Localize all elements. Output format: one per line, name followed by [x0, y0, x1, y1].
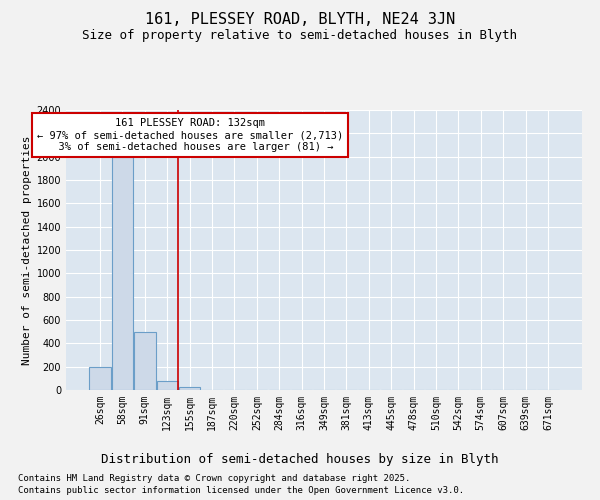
- Text: Contains public sector information licensed under the Open Government Licence v3: Contains public sector information licen…: [18, 486, 464, 495]
- Text: Contains HM Land Registry data © Crown copyright and database right 2025.: Contains HM Land Registry data © Crown c…: [18, 474, 410, 483]
- Bar: [112, 156, 133, 390]
- Y-axis label: Number of semi-detached properties: Number of semi-detached properties: [22, 135, 32, 365]
- Text: 161 PLESSEY ROAD: 132sqm
← 97% of semi-detached houses are smaller (2,713)
  3% : 161 PLESSEY ROAD: 132sqm ← 97% of semi-d…: [37, 118, 343, 152]
- Text: Size of property relative to semi-detached houses in Blyth: Size of property relative to semi-detach…: [83, 29, 517, 42]
- Bar: [134, 332, 155, 390]
- Bar: [157, 380, 178, 390]
- Text: Distribution of semi-detached houses by size in Blyth: Distribution of semi-detached houses by …: [101, 452, 499, 466]
- Text: 161, PLESSEY ROAD, BLYTH, NE24 3JN: 161, PLESSEY ROAD, BLYTH, NE24 3JN: [145, 12, 455, 28]
- Bar: [89, 366, 111, 390]
- Bar: [179, 386, 200, 390]
